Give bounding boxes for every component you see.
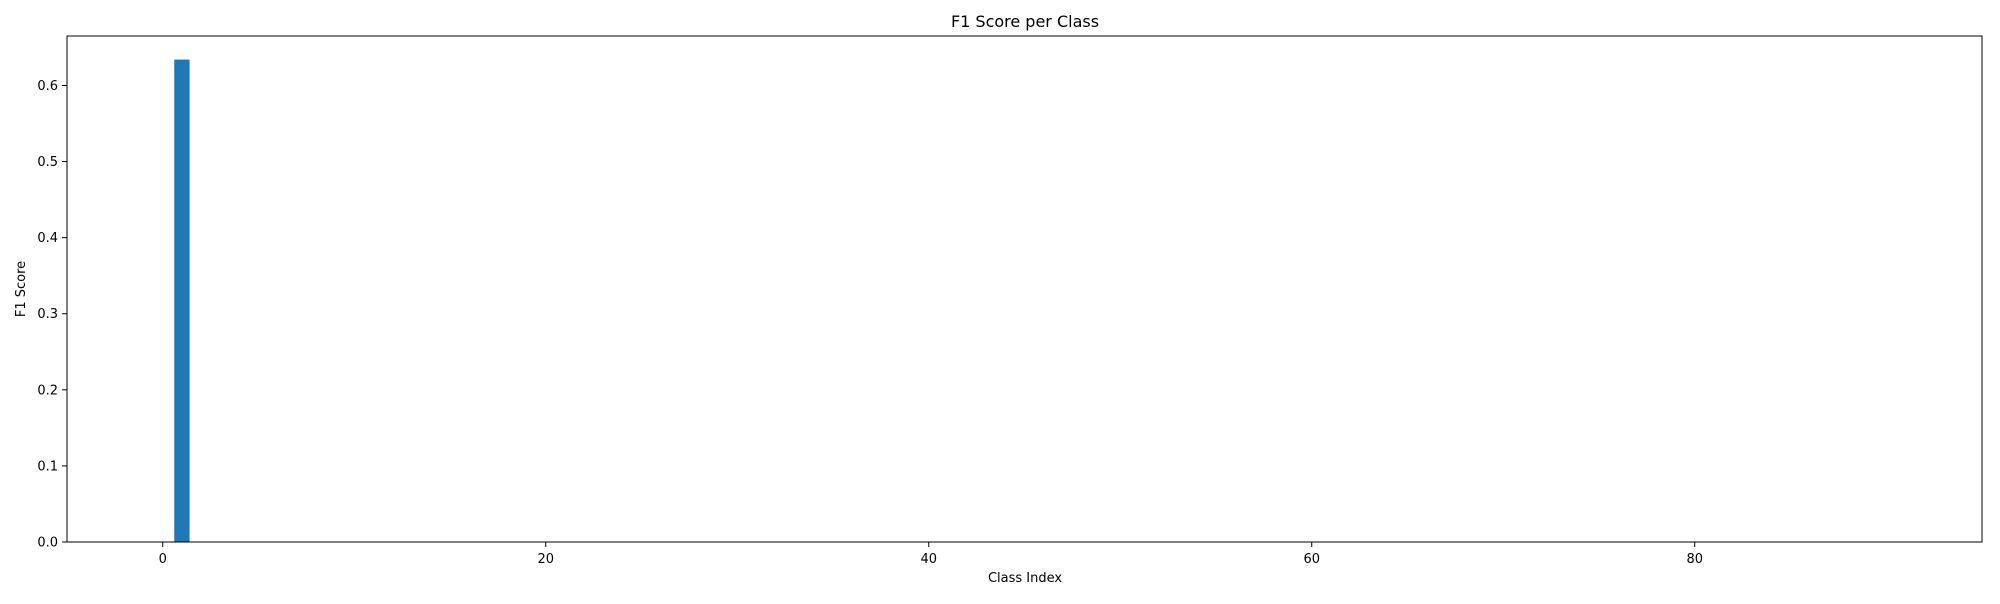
y-tick-label: 0.1 <box>37 459 58 474</box>
y-axis-ticks: 0.0 0.1 0.2 0.3 0.4 0.5 0.6 <box>37 79 67 551</box>
y-tick-label: 0.0 <box>37 536 58 551</box>
y-tick-label: 0.2 <box>37 383 58 398</box>
chart-title: F1 Score per Class <box>951 12 1099 31</box>
x-axis-label: Class Index <box>988 571 1062 586</box>
bars-layer <box>174 59 190 542</box>
x-tick-label: 80 <box>1686 552 1703 567</box>
y-tick-label: 0.6 <box>37 79 58 94</box>
x-tick-label: 0 <box>159 552 167 567</box>
bar-class-1 <box>174 59 190 542</box>
x-tick-label: 20 <box>537 552 554 567</box>
x-tick-label: 60 <box>1303 552 1320 567</box>
y-tick-label: 0.4 <box>37 231 58 246</box>
y-tick-label: 0.5 <box>37 155 58 170</box>
y-axis-label: F1 Score <box>14 261 29 317</box>
x-tick-label: 40 <box>920 552 937 567</box>
y-tick-label: 0.3 <box>37 307 58 322</box>
plot-frame <box>66 35 1983 543</box>
x-axis-ticks: 0 20 40 60 80 <box>159 542 1703 567</box>
